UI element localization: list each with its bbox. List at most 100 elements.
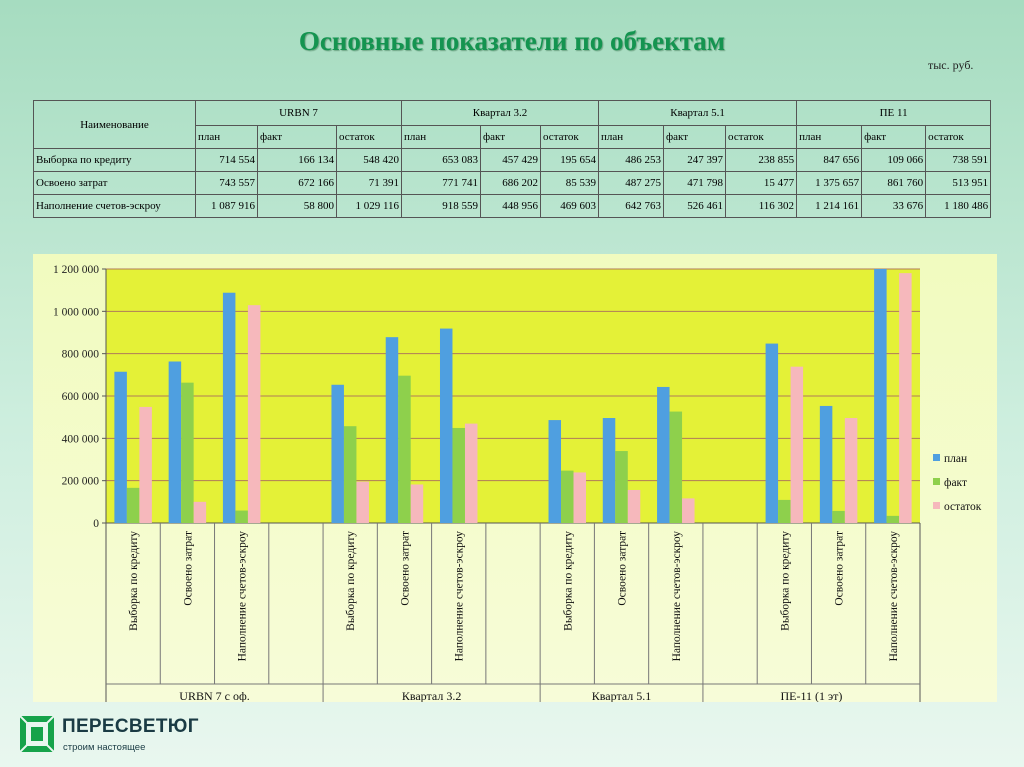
table-cell: 457 429	[480, 148, 542, 172]
table-cell: 85 539	[540, 171, 600, 195]
table-cell: 247 397	[663, 148, 727, 172]
table-row: Наполнение счетов-эскроу 1 087 916 58 800 1…	[33, 194, 992, 218]
table-corner-header: Наименование	[33, 100, 196, 149]
bar-план	[114, 371, 127, 523]
table-cell: 71 391	[335, 171, 403, 195]
bar-остаток	[410, 484, 424, 523]
category-label: Освоено затрат	[399, 531, 411, 606]
y-tick-label: 1 000 000	[53, 306, 99, 318]
bar-остаток	[193, 501, 207, 523]
table-subheader: план	[401, 125, 482, 149]
legend-swatch	[933, 454, 940, 461]
legend-label: факт	[944, 477, 967, 489]
logo-brand: ПЕРЕСВЕТЮГ	[62, 716, 199, 737]
table-cell: 116 302	[725, 194, 798, 218]
table-subheader: факт	[861, 125, 927, 149]
table-cell: 1 087 916	[195, 194, 258, 218]
category-label: Выборка по кредиту	[779, 531, 791, 631]
table-subheader: факт	[480, 125, 542, 149]
table-cell: 771 741	[401, 171, 482, 195]
category-label: Наполнение счетов-эскроу	[671, 531, 683, 662]
table-row-label: Освоено затрат	[33, 171, 196, 195]
table-subheader: остаток	[925, 125, 992, 149]
chart-area: 0 200 000 400 000 600 000 800 000 1 000 000 1 …	[33, 254, 997, 702]
bar-факт	[452, 427, 465, 523]
table-group-header: Квартал 3.2	[401, 100, 600, 126]
logo-mark-icon	[20, 716, 54, 752]
table-cell: 487 275	[598, 171, 665, 195]
y-tick-label: 800 000	[62, 349, 100, 361]
bar-остаток	[247, 305, 261, 523]
table-cell: 738 591	[925, 148, 992, 172]
table-cell: 33 676	[861, 194, 927, 218]
table-cell: 847 656	[796, 148, 863, 172]
bar-план	[657, 386, 670, 523]
category-label: Выборка по кредиту	[128, 531, 140, 631]
category-label: Выборка по кредиту	[562, 531, 574, 631]
table-subheader: план	[195, 125, 258, 149]
legend-swatch	[933, 502, 940, 509]
table-cell: 672 166	[257, 171, 337, 195]
table-row-label: Наполнение счетов-эскроу	[33, 194, 196, 218]
y-tick-label: 1 200 000	[53, 264, 99, 276]
table-cell: 714 554	[195, 148, 258, 172]
bar-остаток	[464, 423, 478, 523]
bar-chart: 0 200 000 400 000 600 000 800 000 1 000 000 1 …	[53, 264, 982, 702]
table-cell: 471 798	[663, 171, 727, 195]
logo-slogan: строим настоящее	[63, 742, 146, 753]
table-cell: 58 800	[257, 194, 337, 218]
table-row: Выборка по кредиту 714 554 166 134 548 420 6…	[33, 148, 992, 172]
table-cell: 513 951	[925, 171, 992, 195]
bar-план	[439, 328, 453, 523]
bar-факт	[832, 510, 845, 523]
table-cell: 743 557	[195, 171, 258, 195]
table-cell: 526 461	[663, 194, 727, 218]
category-label: Наполнение счетов-эскроу	[888, 531, 900, 662]
units-label: тыс. руб.	[928, 58, 974, 72]
table-cell: 109 066	[861, 148, 927, 172]
table-row: Освоено затрат 743 557 672 166 71 391 771 74…	[33, 171, 992, 195]
page-title: Основные показатели по объектам	[298, 26, 726, 56]
table-subheader: остаток	[335, 125, 403, 149]
group-label: Квартал 3.2	[402, 689, 462, 702]
table-subheader: план	[598, 125, 665, 149]
table-subheader: план	[796, 125, 863, 149]
table-cell: 1 029 116	[335, 194, 403, 218]
bar-остаток	[682, 498, 695, 523]
bar-остаток	[356, 481, 369, 523]
table-cell: 1 375 657	[796, 171, 863, 195]
table-cell: 166 134	[257, 148, 337, 172]
table-cell: 686 202	[480, 171, 542, 195]
bar-факт	[398, 375, 411, 523]
bar-остаток	[844, 418, 858, 523]
table-cell: 653 083	[401, 148, 482, 172]
bar-план	[602, 418, 616, 523]
category-label: Освоено затрат	[617, 531, 629, 606]
table-cell: 15 477	[725, 171, 798, 195]
bar-остаток	[790, 366, 804, 523]
y-tick-label: 0	[93, 518, 99, 530]
company-logo: ПЕРЕСВЕТЮГ строим настоящее	[20, 712, 260, 762]
category-label: Выборка по кредиту	[345, 531, 357, 631]
category-label: Освоено затрат	[182, 531, 194, 606]
table-row-label: Выборка по кредиту	[33, 148, 196, 172]
bar-факт	[126, 487, 140, 523]
table-cell: 448 956	[480, 194, 542, 218]
bar-факт	[615, 451, 628, 523]
bar-план	[331, 384, 344, 523]
group-label: URBN 7 с оф.	[179, 689, 249, 702]
bar-факт	[886, 515, 900, 523]
table-cell: 548 420	[335, 148, 403, 172]
legend-label: план	[944, 453, 967, 465]
bar-остаток	[627, 489, 641, 523]
table-cell: 1 214 161	[796, 194, 863, 218]
table-cell: 486 253	[598, 148, 665, 172]
bar-остаток	[573, 472, 587, 523]
y-tick-label: 200 000	[62, 476, 100, 488]
group-label: ПЕ-11 (1 эт)	[780, 689, 842, 702]
bar-остаток	[899, 273, 912, 523]
table-subheader: факт	[257, 125, 337, 149]
bar-план	[222, 292, 236, 523]
bar-план	[168, 361, 182, 523]
bar-план	[765, 343, 779, 523]
